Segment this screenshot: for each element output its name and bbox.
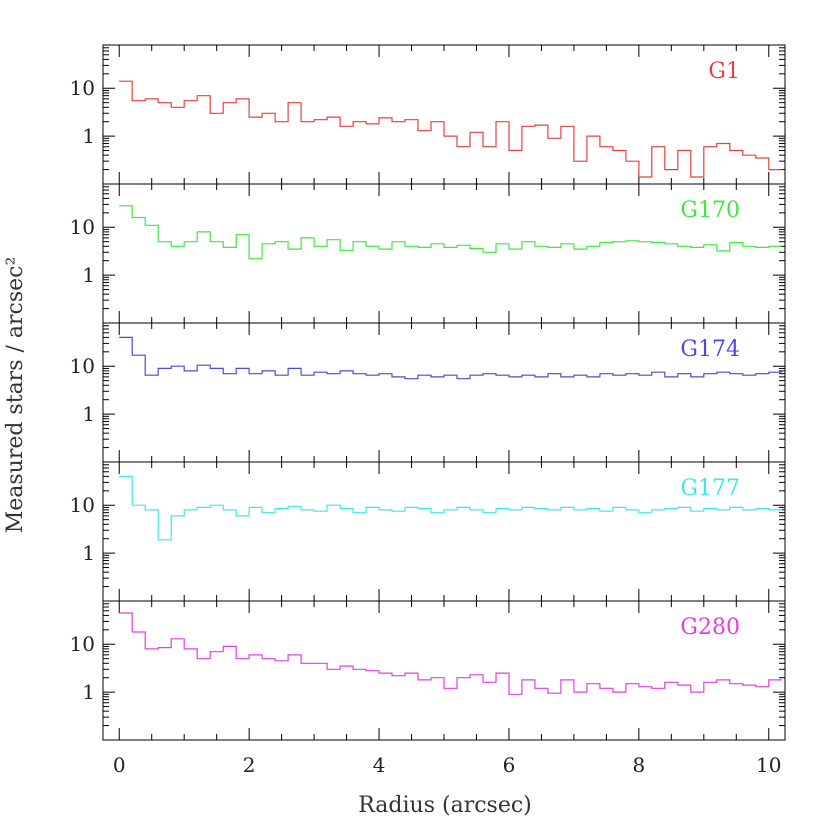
y-tick-label: 10 [70,354,95,378]
x-axis-title: Radius (arcsec) [358,793,532,818]
series-label-g174: G174 [680,337,740,362]
panel-g280: 1 10 G280 [70,600,786,741]
panel-g170: 1 10 G170 [70,183,786,324]
series-label-g170: G170 [680,198,740,223]
y-tick-label: 10 [70,76,95,100]
y-tick-label: 1 [82,263,95,287]
x-tick-labels: 0 2 4 6 8 10 [113,753,782,777]
panel-g1: 1 10 G1 [70,44,786,185]
x-tick-label: 2 [243,753,256,777]
y-axis-title: Measured stars / arcsec² [3,257,28,534]
y-tick-label: 10 [70,493,95,517]
panel-g174: 1 10 G174 [70,322,786,463]
y-tick-label: 1 [82,402,95,426]
x-tick-label: 6 [503,753,516,777]
panel-g177: 1 10 G177 [70,461,786,602]
y-tick-label: 1 [82,124,95,148]
series-g177-line [119,475,782,541]
panel-frame [102,44,786,185]
series-label-g1: G1 [708,59,740,84]
series-g174-line [119,336,782,380]
y-tick-label: 10 [70,632,95,656]
y-tick-label: 1 [82,541,95,565]
series-label-g177: G177 [680,476,740,501]
y-tick-label: 10 [70,215,95,239]
x-tick-label: 0 [113,753,126,777]
series-g280-line [119,612,782,695]
x-tick-label: 8 [632,753,645,777]
chart-panels: 1 10 G1 1 10 G170 1 10 G174 1 10 G177 1 10 G280 [70,44,786,741]
y-tick-label: 1 [82,680,95,704]
series-label-g280: G280 [680,615,740,640]
x-tick-label: 4 [373,753,386,777]
series-g170-line [119,205,782,260]
x-tick-label: 10 [756,753,781,777]
series-g1-line [119,80,782,178]
